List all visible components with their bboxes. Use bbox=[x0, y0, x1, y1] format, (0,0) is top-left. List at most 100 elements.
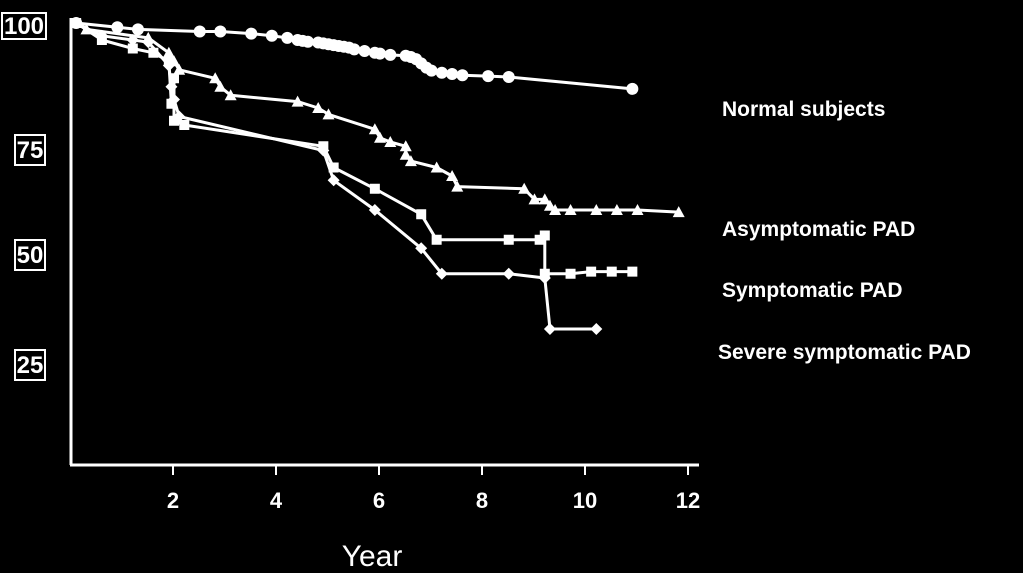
y-tick-label: 75 bbox=[17, 137, 44, 164]
x-tick-label: 2 bbox=[167, 488, 179, 513]
data-point-circle bbox=[425, 64, 438, 77]
data-point-square bbox=[503, 234, 514, 245]
data-point-diamond bbox=[173, 110, 186, 123]
data-point-diamond bbox=[538, 272, 551, 284]
data-point-square bbox=[416, 209, 427, 220]
data-point-circle bbox=[348, 43, 361, 56]
data-point-diamond bbox=[317, 144, 330, 157]
y-tick-100: 100 bbox=[1, 12, 47, 40]
data-point-square bbox=[169, 73, 179, 84]
data-point-diamond bbox=[165, 80, 178, 93]
x-tick-label: 8 bbox=[476, 488, 488, 513]
y-tick-box bbox=[14, 239, 46, 271]
y-tick-label: 100 bbox=[4, 13, 44, 40]
data-point-circle bbox=[358, 45, 371, 58]
data-point-square bbox=[148, 47, 159, 58]
data-point-triangle bbox=[322, 108, 335, 120]
series-label-normal: Normal subjects bbox=[722, 98, 885, 121]
data-point-triangle bbox=[549, 204, 562, 215]
x-axis: 2 4 6 8 10 12 Year bbox=[70, 463, 700, 573]
data-point-circle bbox=[265, 29, 278, 42]
data-point-triangle bbox=[384, 136, 397, 147]
data-point-triangle bbox=[399, 140, 412, 152]
data-point-triangle bbox=[538, 193, 551, 205]
series-labels: Normal subjects Asymptomatic PAD Symptom… bbox=[718, 98, 971, 364]
x-tick-label: 12 bbox=[676, 488, 700, 513]
data-point-square bbox=[166, 98, 177, 109]
data-point-triangle bbox=[672, 206, 685, 218]
series-square bbox=[71, 18, 638, 279]
data-point-circle bbox=[384, 48, 397, 61]
data-point-diamond bbox=[168, 93, 180, 106]
data-point-circle bbox=[446, 68, 459, 80]
data-point-square bbox=[369, 183, 380, 194]
data-point-circle bbox=[245, 27, 258, 40]
data-point-triangle bbox=[631, 204, 644, 215]
data-point-circle bbox=[502, 70, 515, 83]
data-point-triangle bbox=[610, 204, 623, 215]
data-point-triangle bbox=[451, 180, 464, 192]
data-point-triangle bbox=[224, 89, 237, 101]
data-point-diamond bbox=[95, 29, 108, 42]
data-point-square bbox=[169, 115, 179, 126]
x-tick-label: 4 bbox=[270, 488, 283, 513]
data-point-diamond bbox=[327, 174, 340, 187]
data-point-square bbox=[534, 234, 545, 245]
data-point-square bbox=[127, 43, 138, 54]
data-point-diamond bbox=[70, 17, 83, 29]
data-point-square bbox=[539, 230, 550, 241]
data-point-square bbox=[328, 162, 339, 173]
data-point-diamond bbox=[126, 34, 139, 46]
series-label-symptomatic: Symptomatic PAD bbox=[722, 279, 902, 302]
x-axis-title: Year bbox=[342, 540, 403, 573]
y-tick-75: 75 bbox=[14, 134, 46, 166]
data-point-diamond bbox=[162, 59, 175, 72]
y-axis: 100 75 50 25 bbox=[1, 12, 73, 465]
data-point-circle bbox=[626, 82, 639, 95]
data-point-triangle bbox=[368, 123, 381, 135]
data-point-circle bbox=[456, 69, 469, 82]
data-point-triangle bbox=[404, 155, 417, 167]
data-point-square bbox=[179, 120, 190, 130]
data-point-square bbox=[565, 268, 576, 279]
data-point-diamond bbox=[415, 242, 428, 255]
data-point-circle bbox=[301, 35, 314, 48]
x-tick-label: 10 bbox=[573, 488, 597, 513]
data-point-square bbox=[431, 234, 442, 245]
x-tick-label: 6 bbox=[373, 488, 385, 513]
y-tick-box bbox=[14, 349, 46, 381]
data-point-diamond bbox=[368, 204, 381, 216]
data-point-circle bbox=[281, 31, 294, 44]
data-point-triangle bbox=[209, 72, 222, 84]
series-diamond bbox=[70, 17, 603, 335]
data-point-triangle bbox=[291, 95, 304, 107]
series-label-severe: Severe symptomatic PAD bbox=[718, 341, 971, 364]
data-point-triangle bbox=[518, 182, 531, 194]
data-point-triangle bbox=[430, 161, 443, 173]
data-point-triangle bbox=[446, 170, 459, 181]
data-point-diamond bbox=[543, 323, 556, 335]
y-tick-50: 50 bbox=[14, 239, 46, 271]
data-point-circle bbox=[435, 66, 448, 79]
data-point-circle bbox=[131, 23, 144, 36]
data-point-triangle bbox=[564, 204, 577, 215]
data-point-triangle bbox=[312, 102, 325, 113]
y-tick-label: 50 bbox=[17, 242, 44, 269]
data-point-circle bbox=[214, 25, 227, 38]
data-point-square bbox=[586, 266, 597, 277]
data-point-diamond bbox=[142, 36, 155, 49]
data-point-diamond bbox=[502, 267, 515, 280]
data-point-triangle bbox=[528, 193, 541, 205]
data-point-circle bbox=[374, 47, 386, 60]
data-point-triangle bbox=[590, 204, 603, 215]
data-point-circle bbox=[482, 70, 495, 83]
data-point-triangle bbox=[173, 63, 186, 75]
data-point-circle bbox=[193, 25, 206, 38]
y-tick-25: 25 bbox=[14, 349, 46, 381]
data-point-triangle bbox=[214, 80, 227, 92]
data-point-diamond bbox=[590, 323, 603, 335]
series-layer bbox=[70, 17, 685, 335]
data-point-square bbox=[606, 266, 617, 277]
y-tick-label: 25 bbox=[17, 352, 44, 379]
